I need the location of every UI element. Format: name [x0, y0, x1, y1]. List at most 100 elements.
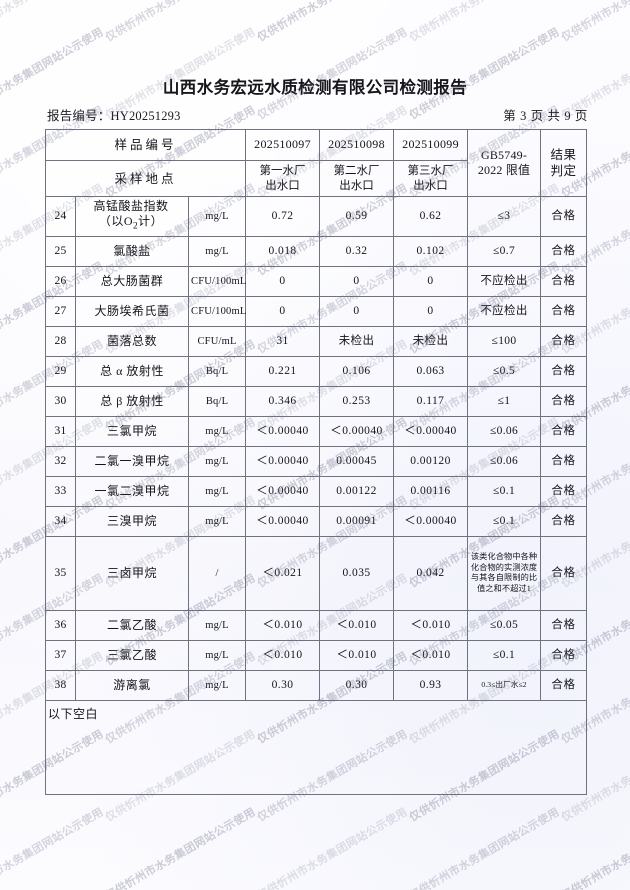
row-item-name: 三氯甲烷 — [75, 415, 189, 447]
row-value-sample-2: 0.32 — [319, 235, 395, 267]
row-item-name: 游离氯 — [75, 669, 189, 701]
row-standard-limit: ≤0.1 — [467, 639, 542, 671]
row-item-name-line1: 高锰酸盐指数 — [93, 199, 169, 213]
row-value-sample-1: ＜0.010 — [245, 639, 321, 671]
row-standard-limit: 0.3≤出厂水≤2 — [467, 669, 542, 701]
row-value-sample-2: 未检出 — [319, 325, 395, 357]
sample-no-3: 202510099 — [393, 129, 469, 161]
row-value-sample-1: ＜0.010 — [245, 609, 321, 641]
results-table-body: 样品编号 202510097 202510098 202510099 GB574… — [44, 129, 588, 795]
standard-limit-line2: 2022 限值 — [477, 163, 531, 177]
row-standard-limit: ≤0.7 — [467, 235, 542, 267]
row-unit: mg/L — [187, 639, 247, 671]
row-value-sample-3: 0.117 — [393, 385, 469, 417]
row-unit: mg/L — [187, 505, 247, 537]
report-number-label: 报告编号： — [47, 109, 111, 123]
row-value-sample-2: ＜0.010 — [319, 639, 395, 671]
row-value-sample-1: 0.221 — [245, 355, 321, 387]
row-value-sample-3: ＜0.010 — [393, 639, 469, 671]
row-judgement: 合格 — [540, 669, 588, 701]
row-value-sample-2: 0 — [319, 295, 395, 327]
row-item-name: 三溴甲烷 — [75, 505, 189, 537]
row-index: 34 — [45, 505, 76, 537]
row-value-sample-3: 0.00116 — [393, 475, 469, 507]
table-row: 33 一氯二溴甲烷 mg/L ＜0.00040 0.00122 0.00116 ≤0.1 合格 — [45, 475, 588, 507]
table-row: 24 高锰酸盐指数 （以O2计） mg/L 0.72 0.59 0.62 ≤3 合格 — [45, 196, 588, 237]
row-index: 25 — [45, 235, 76, 267]
row-unit: CFU/100mL — [187, 265, 246, 297]
standard-limit-header: GB5749- 2022 限值 — [467, 129, 542, 197]
table-row: 36 二氯乙酸 mg/L ＜0.010 ＜0.010 ＜0.010 ≤0.05 合格 — [45, 609, 588, 641]
row-judgement: 合格 — [540, 415, 588, 447]
row-judgement: 合格 — [540, 445, 588, 477]
page-title: 山西水务宏远水质检测有限公司检测报告 — [162, 78, 468, 97]
table-header-row-site: 采样地点 第一水厂 出水口 第二水厂 出水口 第三水厂 出水口 — [44, 160, 587, 197]
row-value-sample-3: ＜0.010 — [393, 609, 469, 641]
row-value-sample-2: 0.106 — [319, 355, 395, 387]
row-item-name: 三卤甲烷 — [75, 535, 189, 611]
row-standard-limit: 不应检出 — [467, 265, 542, 297]
row-judgement: 合格 — [540, 609, 588, 641]
row-judgement: 合格 — [540, 639, 588, 671]
row-judgement: 合格 — [540, 265, 588, 297]
row-value-sample-2: 0.035 — [319, 535, 395, 611]
row-value-sample-1: ＜0.00040 — [245, 505, 321, 537]
row-index: 32 — [45, 445, 76, 477]
row-item-name: 三氯乙酸 — [75, 639, 189, 671]
row-value-sample-3: ＜0.00040 — [393, 505, 469, 537]
table-blank-area — [44, 700, 588, 795]
sample-no-2: 202510098 — [319, 129, 395, 161]
row-value-sample-3: 未检出 — [393, 325, 469, 357]
row-judgement: 合格 — [540, 355, 588, 387]
row-unit: mg/L — [187, 609, 247, 641]
row-standard-limit: ≤0.5 — [467, 355, 542, 387]
table-header-row-sample-no: 样品编号 202510097 202510098 202510099 GB574… — [44, 129, 588, 197]
row-judgement: 合格 — [540, 385, 588, 417]
row-unit: mg/L — [187, 196, 247, 237]
row-item-name: 大肠埃希氏菌 — [75, 295, 189, 327]
row-index: 24 — [45, 196, 76, 237]
sampling-site-2: 第二水厂 出水口 — [319, 160, 395, 197]
report-number: 报告编号：HY20251293 — [47, 105, 181, 124]
row-standard-limit: ≤1 — [467, 385, 542, 417]
row-index: 26 — [45, 265, 76, 297]
row-standard-limit: ≤0.06 — [467, 445, 542, 477]
row-value-sample-2: 0.00122 — [319, 475, 395, 507]
sampling-site-2-line1: 第二水厂 — [333, 164, 380, 177]
row-index: 37 — [45, 639, 76, 671]
row-unit: mg/L — [187, 415, 247, 447]
table-row: 28 菌落总数 CFU/mL 31 未检出 未检出 ≤100 合格 — [45, 325, 588, 357]
row-value-sample-1: 0 — [245, 265, 321, 297]
row-unit: Bq/L — [187, 385, 247, 417]
table-row: 34 三溴甲烷 mg/L ＜0.00040 0.00091 ＜0.00040 ≤0.1 合格 — [45, 505, 588, 537]
row-index: 33 — [45, 475, 76, 507]
row-value-sample-1: 0.346 — [245, 385, 321, 417]
row-value-sample-3: 0.62 — [393, 196, 469, 237]
row-item-name: 总 α 放射性 — [75, 355, 189, 387]
report-number-value: HY20251293 — [110, 109, 181, 123]
row-value-sample-2: 0.59 — [319, 196, 395, 237]
row-value-sample-3: 0.00120 — [393, 445, 469, 477]
row-standard-limit: 不应检出 — [467, 295, 542, 327]
row-standard-limit: ≤100 — [467, 325, 542, 357]
row-standard-limit: ≤0.06 — [467, 415, 542, 447]
row-unit: / — [187, 535, 247, 611]
row-value-sample-3: 0.102 — [393, 235, 469, 267]
row-value-sample-3: 0 — [393, 265, 469, 297]
row-unit: mg/L — [187, 445, 247, 477]
row-judgement: 合格 — [540, 535, 588, 611]
table-row: 30 总 β 放射性 Bq/L 0.346 0.253 0.117 ≤1 合格 — [45, 385, 588, 417]
table-row: 37 三氯乙酸 mg/L ＜0.010 ＜0.010 ＜0.010 ≤0.1 合格 — [45, 639, 588, 671]
row-value-sample-3: ＜0.00040 — [393, 415, 469, 447]
row-value-sample-1: 0.30 — [245, 669, 321, 701]
table-row: 25 氯酸盐 mg/L 0.018 0.32 0.102 ≤0.7 合格 — [45, 235, 588, 267]
row-value-sample-2: 0.00091 — [319, 505, 395, 537]
table-filler-row — [44, 700, 588, 795]
row-item-name: 二氯一溴甲烷 — [75, 445, 189, 477]
sampling-site-label: 采样地点 — [44, 160, 247, 197]
row-unit: CFU/mL — [187, 325, 247, 357]
row-value-sample-2: 0.253 — [319, 385, 395, 417]
row-value-sample-2: ＜0.010 — [319, 609, 395, 641]
row-value-sample-1: ＜0.00040 — [245, 475, 321, 507]
